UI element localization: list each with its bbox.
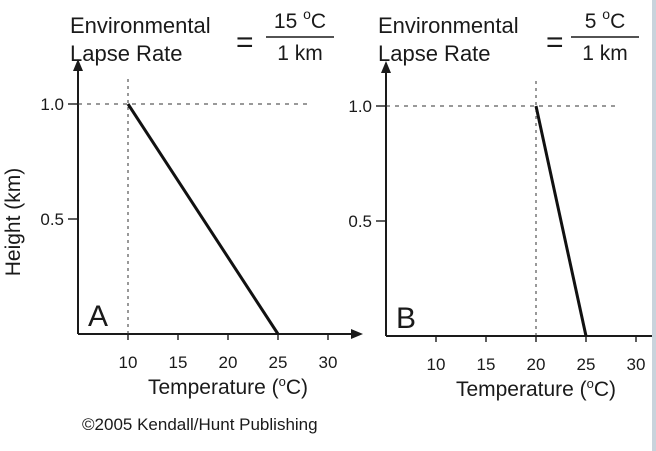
copyright-text: 2005 Kendall/Hunt Publishing bbox=[94, 415, 318, 434]
x-axis-label: Temperature (oC) bbox=[148, 374, 308, 399]
rate-numerator: 5 oC bbox=[585, 6, 625, 33]
y-tick-label: 0.5 bbox=[348, 212, 372, 231]
x-tick-label: 20 bbox=[527, 355, 546, 374]
panel-a: Environmental Lapse Rate = 15 oC 1 km 10 15 20 2… bbox=[2, 6, 363, 399]
y-axis-label: Height (km) bbox=[2, 168, 25, 277]
y-axis-arrow bbox=[73, 59, 83, 71]
x-tick-label: 10 bbox=[427, 355, 446, 374]
copyright-symbol: © bbox=[82, 415, 95, 434]
x-axis-label: Temperature (oC) bbox=[456, 376, 616, 401]
x-axis-arrow bbox=[351, 329, 363, 339]
rate-denominator: 1 km bbox=[582, 42, 628, 65]
title-line-2: Lapse Rate bbox=[378, 41, 491, 66]
x-tick-label: 25 bbox=[269, 353, 288, 372]
panel-label: B bbox=[396, 302, 416, 335]
y-tick-label: 1.0 bbox=[40, 95, 64, 114]
equals-sign: = bbox=[546, 26, 564, 59]
equals-sign: = bbox=[236, 26, 254, 59]
x-tick-label: 25 bbox=[577, 355, 596, 374]
y-tick-label: 0.5 bbox=[40, 210, 64, 229]
y-tick-label: 1.0 bbox=[348, 97, 372, 116]
x-tick-label: 20 bbox=[219, 353, 238, 372]
lapse-rate-line bbox=[126, 103, 280, 335]
x-tick-label: 10 bbox=[119, 353, 138, 372]
x-tick-label: 30 bbox=[627, 355, 646, 374]
panel-b: Environmental Lapse Rate = 5 oC 1 km 10 15 20 25… bbox=[348, 6, 656, 401]
rate-numerator: 15 oC bbox=[274, 6, 326, 33]
copyright-notice: ©2005 Kendall/Hunt Publishing bbox=[82, 415, 318, 435]
rate-denominator: 1 km bbox=[277, 42, 323, 65]
window-edge bbox=[652, 0, 656, 451]
x-tick-label: 15 bbox=[169, 353, 188, 372]
lapse-rate-line bbox=[534, 105, 588, 337]
x-tick-label: 30 bbox=[319, 353, 338, 372]
panel-label: A bbox=[88, 300, 108, 333]
title-line-1: Environmental bbox=[70, 13, 211, 38]
x-tick-label: 15 bbox=[477, 355, 496, 374]
y-axis-arrow bbox=[381, 61, 391, 73]
title-line-2: Lapse Rate bbox=[70, 41, 183, 66]
title-line-1: Environmental bbox=[378, 13, 519, 38]
